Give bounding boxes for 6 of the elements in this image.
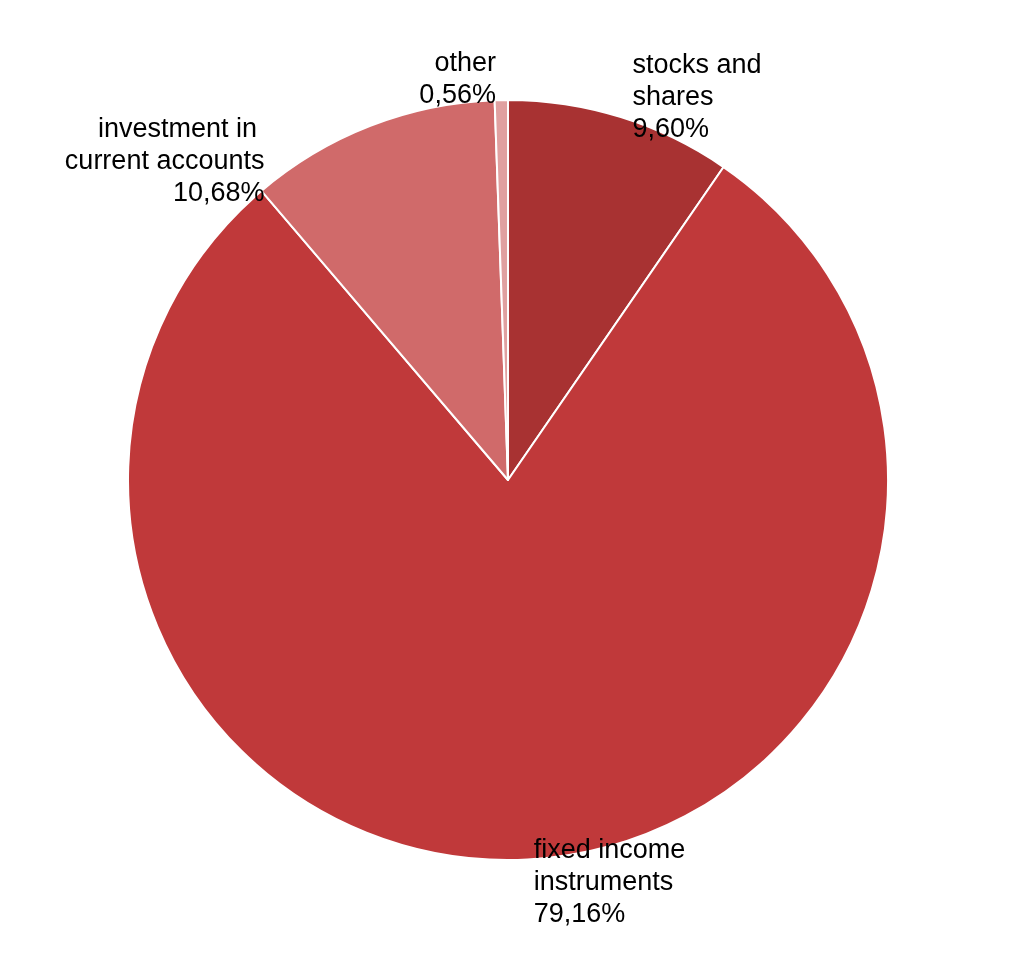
slice-label: stocks and shares	[632, 49, 769, 112]
data-label: 0,56%	[419, 79, 496, 110]
slice-label: investment in current accounts	[64, 113, 265, 176]
data-label: 79,16%	[533, 898, 626, 929]
slice-label: other	[434, 47, 496, 78]
data-label: 10,68%	[172, 177, 265, 208]
